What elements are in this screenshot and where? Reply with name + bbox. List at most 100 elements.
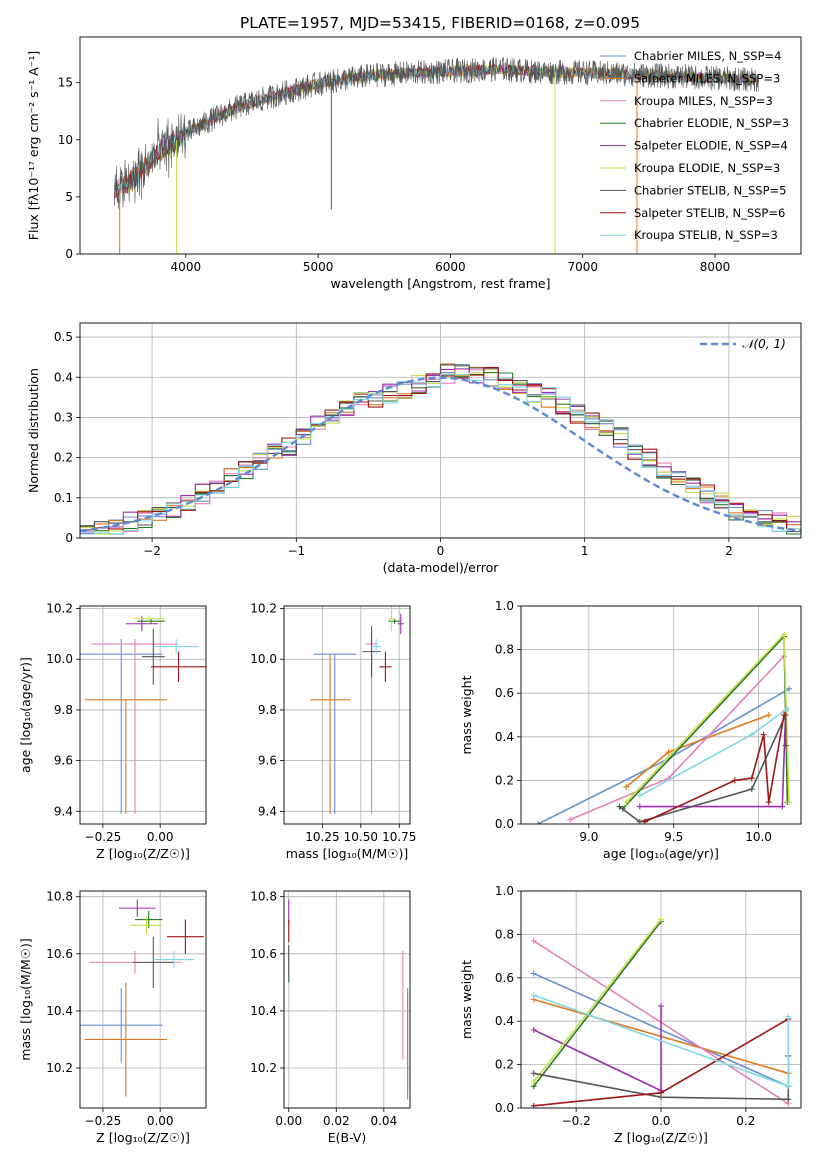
age-vs-z-point [151,651,206,683]
massweight-vs-age-marker [748,775,755,782]
massweight-vs-age-ytick-label: 0.6 [495,686,514,700]
residuals-ytick-label: 0.5 [54,330,73,344]
age-vs-z-xtick-label: −0.25 [85,830,122,844]
massweight-vs-age-xtick-label: 9.5 [664,830,683,844]
age-vs-mass-ytick-label: 10.0 [250,652,277,666]
massweight-vs-age-marker [760,731,767,738]
mass-vs-z-xtick-label: 0.00 [147,1114,174,1128]
mass-vs-z-point [167,919,204,954]
mass-vs-ebv-xtick-label: 0.00 [275,1114,302,1128]
massweight-vs-age-ylabel: mass weight [459,675,474,754]
massweight-vs-z-xtick-label: 0.2 [736,1114,755,1128]
mass-vs-z-ytick-label: 10.6 [46,947,73,961]
mass-vs-ebv-panel: 0.00 0.02 0.04 10.2 10.4 10.6 10.8 E(B-V) [250,890,411,1145]
massweight-vs-age-plot-area [534,631,793,824]
figure-title: PLATE=1957, MJD=53415, FIBERID=0168, z=0… [240,14,640,32]
residuals-ytick-label: 0.3 [54,410,73,424]
massweight-vs-age-marker [748,731,755,738]
residuals-hist-chabrier-stelib [80,364,801,533]
residuals-xtick-label: 0 [437,544,445,558]
massweight-vs-age-frame [520,605,802,825]
massweight-vs-age-marker [784,705,791,712]
massweight-vs-age-xlabel: age [log₁₀(age/yr)] [603,846,719,861]
massweight-vs-z-line-kroupa-elodie [533,918,662,1083]
age-vs-mass-point [388,618,401,624]
age-vs-z-point [153,638,200,655]
massweight-vs-age-marker [786,685,793,692]
spectrum-legend-entry: Salpeter MILES, N_SSP=3 [634,71,780,85]
mass-vs-z-ytick-label: 10.8 [46,890,73,904]
mass-vs-z-ytick-label: 10.2 [46,1061,73,1075]
massweight-vs-age-xtick-label: 10.0 [745,830,772,844]
spectrum-ytick-label: 0 [65,247,73,261]
massweight-vs-z-ytick-label: 0.0 [495,1101,514,1115]
massweight-vs-age-panel: 9.0 9.5 10.0 0.0 0.2 0.4 0.6 0.8 1.0 age [log₁₀(a… [459,599,802,861]
mass-vs-z-frame [79,890,207,1109]
spectrum-legend-entry: Chabrier STELIB, N_SSP=5 [634,183,786,197]
massweight-vs-age-marker [665,749,672,756]
age-vs-mass-point [371,638,381,655]
mass-vs-z-panel: −0.25 0.00 10.2 10.4 10.6 10.8 Z [log₁₀(Z/Z☉)]… [18,890,207,1145]
mass-vs-ebv-xtick-label: 0.02 [323,1114,350,1128]
mass-vs-ebv-xtick-label: 0.04 [370,1114,397,1128]
mass-vs-z-xtick-label: −0.25 [85,1114,122,1128]
residuals-xtick-label: 1 [581,544,589,558]
mass-vs-ebv-ytick-label: 10.4 [250,1004,277,1018]
age-vs-mass-ytick-label: 9.4 [258,804,277,818]
spectrum-legend-entry: Chabrier ELODIE, N_SSP=3 [634,116,789,130]
massweight-vs-age-marker [636,803,643,810]
spectrum-ylabel: Flux [fλ10⁻¹⁷ erg cm⁻² s⁻¹ A⁻¹] [26,51,41,240]
residuals-xlabel: (data-model)/error [383,560,500,575]
age-vs-z-point [80,638,163,814]
massweight-vs-age-marker [731,777,738,784]
mass-vs-ebv-ytick-label: 10.8 [250,890,277,904]
massweight-vs-age-line-salpeter-stelib [644,714,785,823]
spectrum-legend-entry: Chabrier MILES, N_SSP=4 [634,49,781,63]
massweight-vs-age-marker [765,799,772,806]
residuals-ytick-label: 0.1 [54,491,73,505]
age-vs-mass-frame [283,605,411,825]
age-vs-mass-panel: 10.25 10.50 10.75 9.4 9.6 9.8 10.0 10.2 mass [lo… [250,602,416,861]
age-vs-mass-xlabel: mass [log₁₀(M/M☉)] [286,846,408,861]
spectrum-xtick-label: 5000 [303,260,334,274]
mass-vs-ebv-ytick-label: 10.2 [250,1061,277,1075]
massweight-vs-z-ytick-label: 1.0 [495,884,514,898]
massweight-vs-z-ytick-label: 0.8 [495,927,514,941]
massweight-vs-age-marker [567,816,574,823]
mass-vs-ebv-ytick-label: 10.6 [250,947,277,961]
massweight-vs-z-marker [530,992,537,999]
age-vs-mass-ytick-label: 9.8 [258,703,277,717]
massweight-vs-z-xtick-label: −0.2 [562,1114,591,1128]
massweight-vs-age-line-kroupa-miles [569,655,785,821]
mass-vs-z-ylabel: mass [log₁₀(M/M☉)] [18,938,33,1060]
age-vs-mass-point [362,626,381,677]
spectrum-xtick-label: 7000 [567,260,598,274]
massweight-vs-z-marker [658,1089,664,1096]
residuals-normal-curve [80,376,801,533]
massweight-vs-age-ytick-label: 0.2 [495,773,514,787]
residuals-frame [79,322,802,539]
massweight-vs-z-ytick-label: 0.4 [495,1014,514,1028]
residuals-xtick-label: 2 [725,544,733,558]
residuals-plot-area [80,363,801,535]
residuals-ytick-label: 0.4 [54,370,73,384]
spectrum-panel: 4000 5000 6000 7000 8000 0 5 10 15 wavelength [An… [26,36,802,291]
massweight-vs-z-marker [530,1078,537,1085]
age-vs-z-ytick-label: 9.8 [54,703,73,717]
mass-vs-ebv-xlabel: E(B-V) [328,1130,367,1145]
mass-vs-z-point [118,899,156,917]
massweight-vs-z-marker [530,937,537,944]
age-vs-mass-plot-area [310,606,404,814]
age-vs-mass-point [313,653,357,814]
massweight-vs-z-ytick-label: 0.2 [495,1058,514,1072]
massweight-vs-z-xtick-label: 0.0 [651,1114,670,1128]
age-vs-mass-xtick-label: 10.50 [344,830,378,844]
age-vs-z-ytick-label: 9.6 [54,754,73,768]
massweight-vs-age-marker [623,799,630,806]
massweight-vs-z-marker [785,1096,792,1103]
residuals-legend-entry: 𝒩(0, 1) [742,337,786,351]
spectrum-xtick-label: 8000 [700,260,731,274]
spectrum-plot-area [114,56,759,254]
